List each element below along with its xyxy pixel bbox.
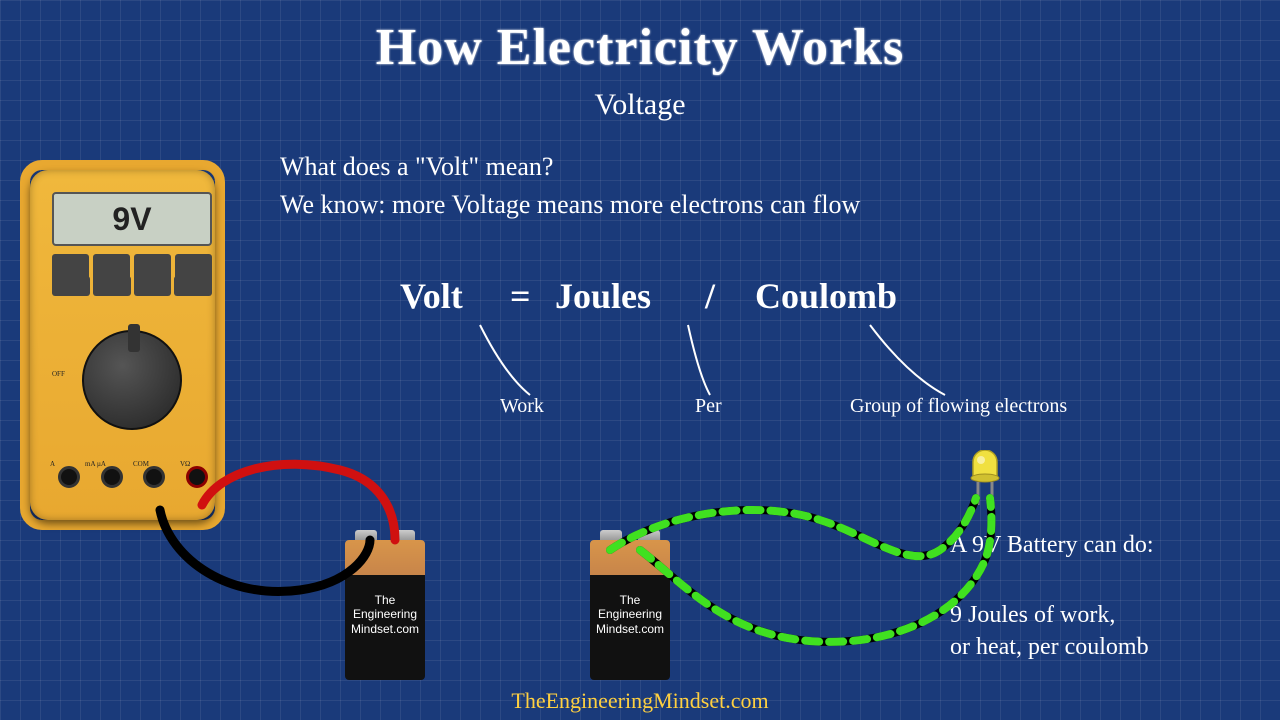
formula-coulomb: Coulomb bbox=[755, 275, 897, 317]
formula-joules: Joules bbox=[555, 275, 651, 317]
example-line-3: or heat, per coulomb bbox=[950, 632, 1149, 663]
example-line-1: A 9V Battery can do: bbox=[950, 530, 1154, 561]
formula-eq: = bbox=[510, 275, 531, 317]
formula-volt: Volt bbox=[400, 275, 463, 317]
battery-1: The Engineering Mindset.com bbox=[345, 540, 425, 680]
multimeter-display: 9V bbox=[52, 192, 212, 246]
formula-label-per: Per bbox=[695, 395, 722, 418]
formula-slash: / bbox=[705, 275, 715, 317]
multimeter-buttons-2 bbox=[52, 276, 212, 296]
example-line-2: 9 Joules of work, bbox=[950, 600, 1115, 631]
subtitle: Voltage bbox=[594, 88, 685, 122]
question-line-1: What does a "Volt" mean? bbox=[280, 150, 553, 184]
main-title: How Electricity Works bbox=[376, 18, 904, 77]
formula-label-electrons: Group of flowing electrons bbox=[850, 395, 1067, 418]
question-line-2: We know: more Voltage means more electro… bbox=[280, 188, 860, 222]
battery-2: The Engineering Mindset.com bbox=[590, 540, 670, 680]
multimeter: 9V OFF A mA µA COM VΩ bbox=[20, 160, 225, 530]
multimeter-dial: OFF bbox=[52, 300, 212, 460]
formula-label-work: Work bbox=[500, 395, 544, 418]
led-icon bbox=[965, 450, 1005, 510]
footer-watermark: TheEngineeringMindset.com bbox=[511, 688, 768, 714]
